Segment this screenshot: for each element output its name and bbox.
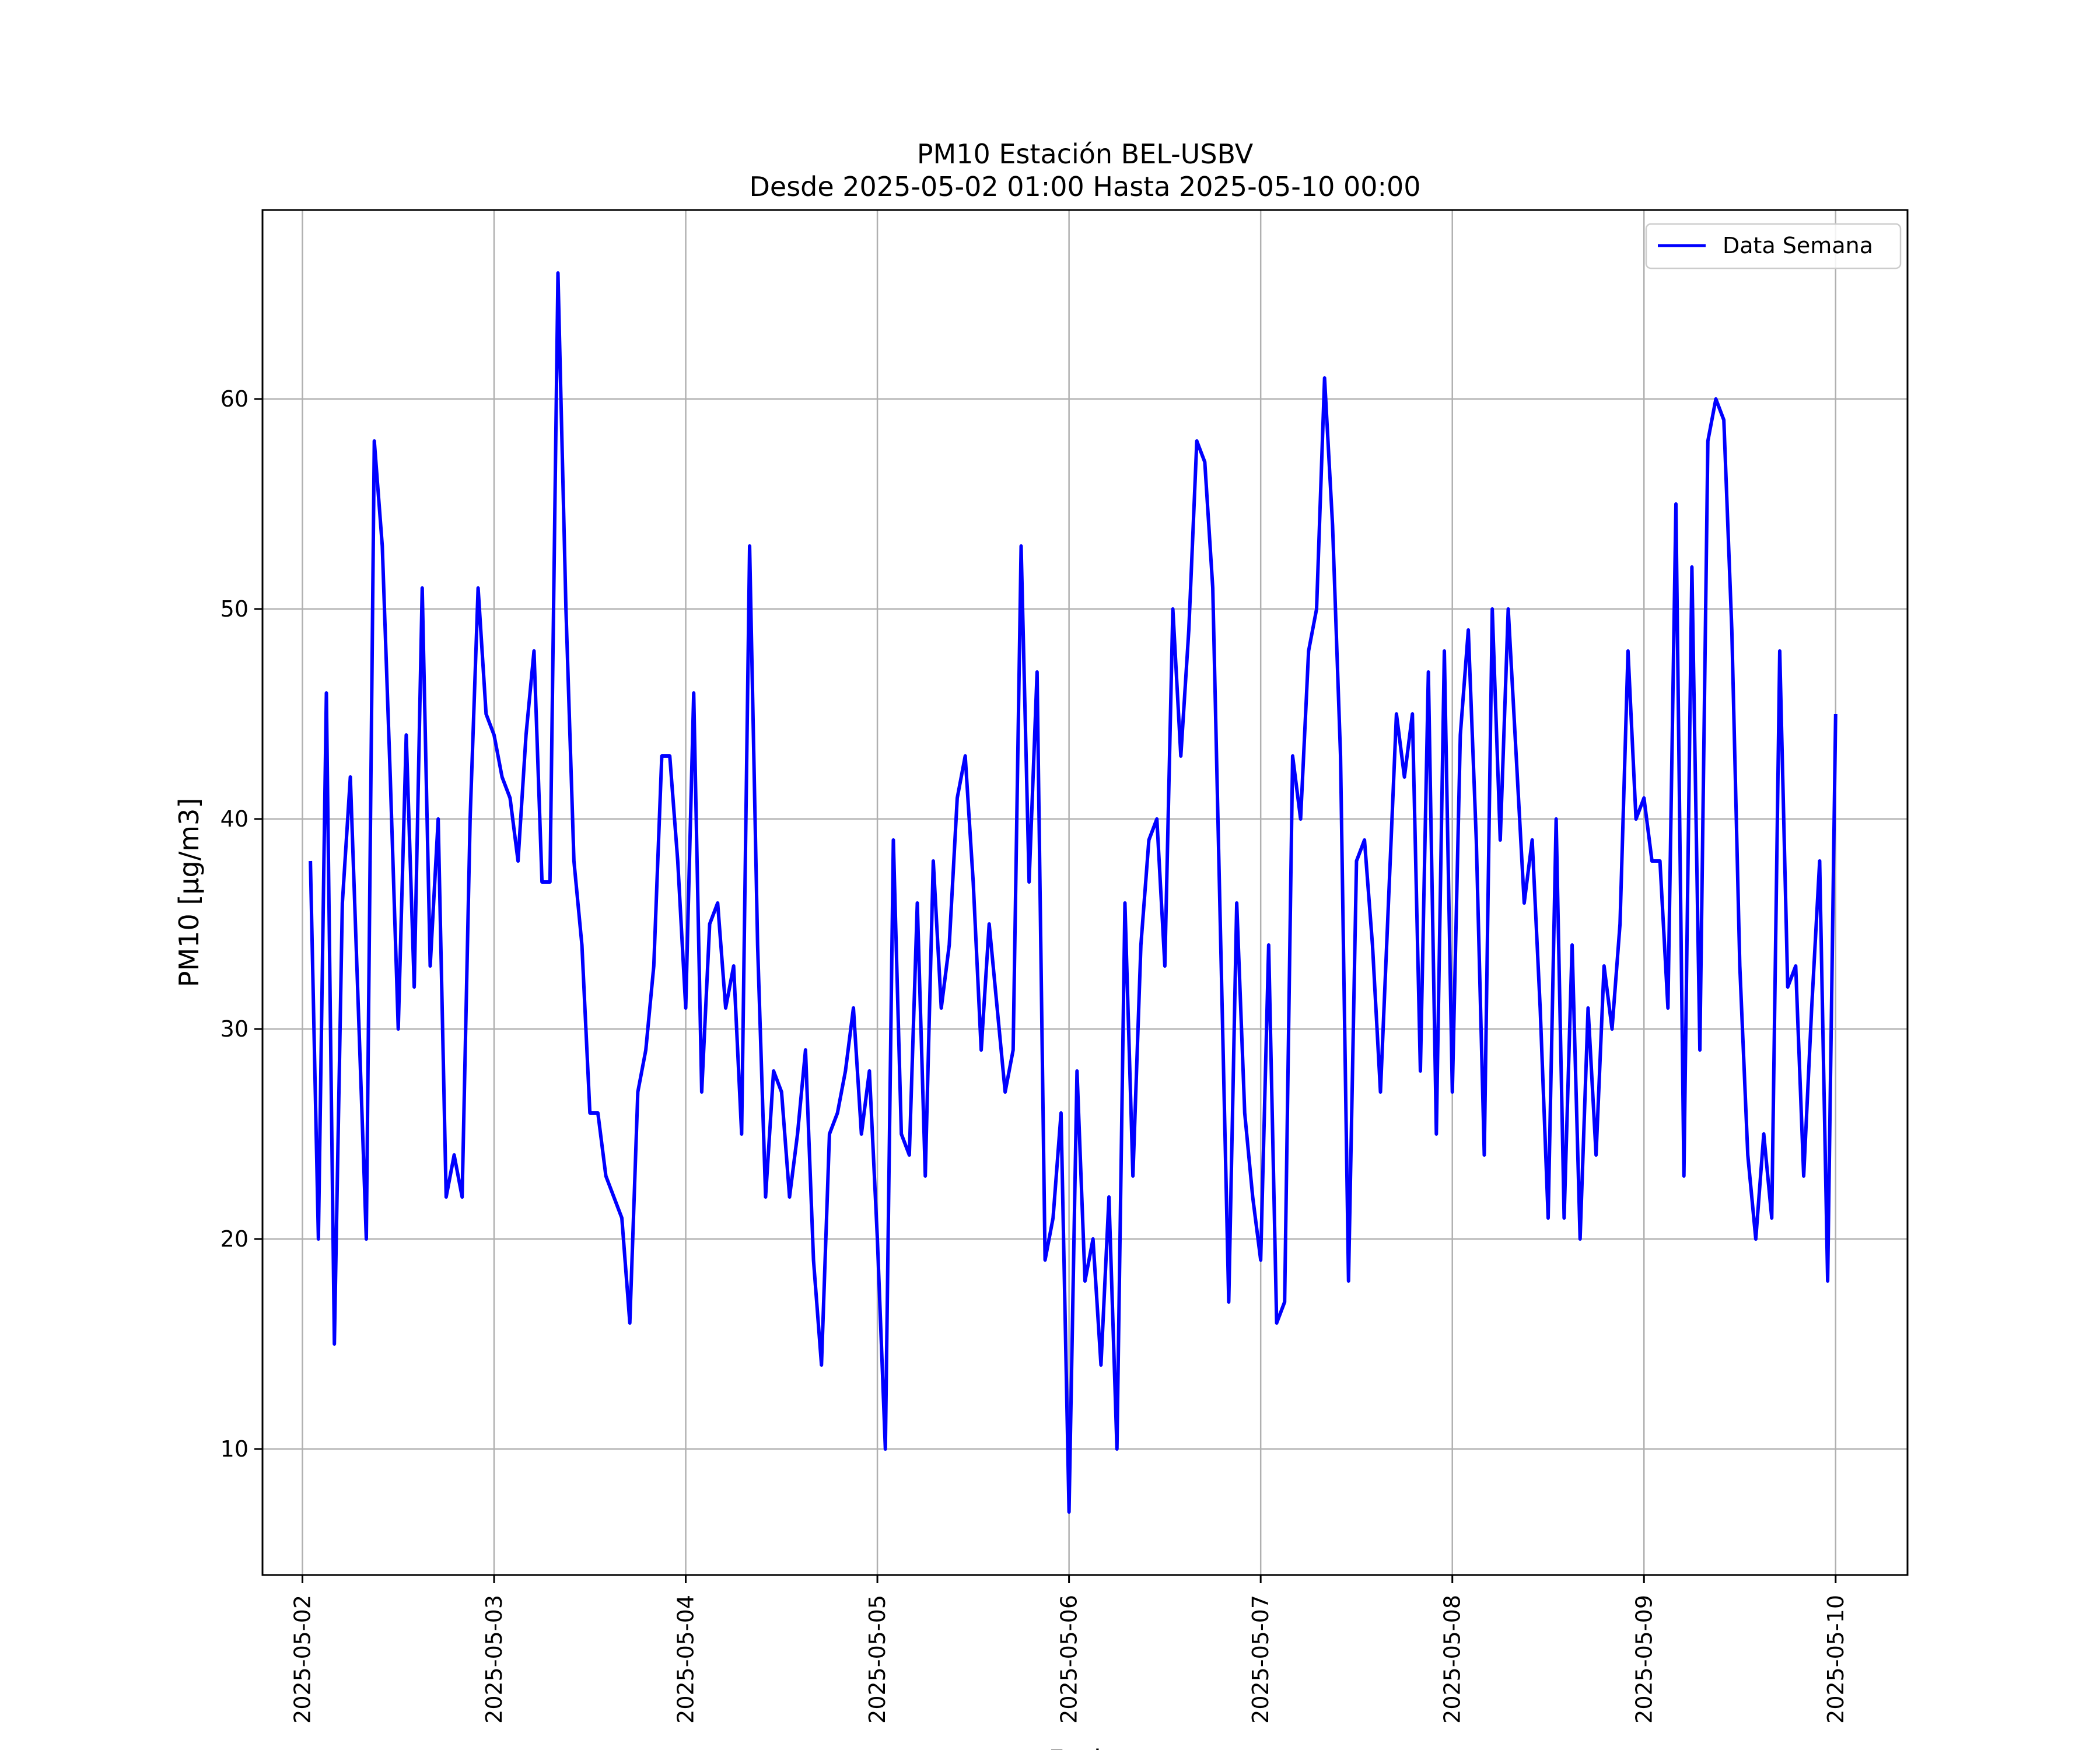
chart-subtitle: Desde 2025-05-02 01:00 Hasta 2025-05-10 … bbox=[749, 171, 1420, 202]
legend-box bbox=[1645, 223, 1902, 270]
x-tick-label: 2025-05-04 bbox=[673, 1595, 699, 1724]
series-group bbox=[309, 271, 1838, 1514]
y-axis-label: PM10 [μg/m3] bbox=[173, 798, 205, 988]
y-tick-label: 30 bbox=[220, 1016, 249, 1042]
legend: Data Semana bbox=[1645, 223, 1902, 270]
x-axis-label: Fecha bbox=[1049, 1744, 1128, 1750]
y-tick-label: 20 bbox=[220, 1226, 249, 1252]
y-tick-label: 10 bbox=[220, 1436, 249, 1462]
y-tick-label: 50 bbox=[220, 596, 249, 622]
legend-label: Data Semana bbox=[1723, 233, 1873, 258]
chart-title: PM10 Estación BEL-USBV bbox=[917, 138, 1254, 170]
ticks: 2025-05-02 2025-05-03 2025-05-04 2025-05-05… bbox=[220, 386, 1849, 1724]
series-line bbox=[309, 271, 1838, 1514]
x-tick-label: 2025-05-07 bbox=[1248, 1595, 1273, 1724]
y-tick-label: 40 bbox=[220, 806, 249, 832]
x-tick-label: 2025-05-05 bbox=[864, 1595, 890, 1724]
plot-frame bbox=[261, 209, 1909, 1576]
y-tick-label: 60 bbox=[220, 386, 249, 412]
x-tick-label: 2025-05-08 bbox=[1440, 1595, 1465, 1724]
x-tick-label: 2025-05-09 bbox=[1631, 1595, 1657, 1724]
x-tick-label: 2025-05-10 bbox=[1823, 1595, 1849, 1724]
x-tick-label: 2025-05-06 bbox=[1056, 1595, 1082, 1724]
x-tick-label: 2025-05-02 bbox=[289, 1595, 315, 1724]
x-tick-label: 2025-05-03 bbox=[481, 1595, 507, 1724]
